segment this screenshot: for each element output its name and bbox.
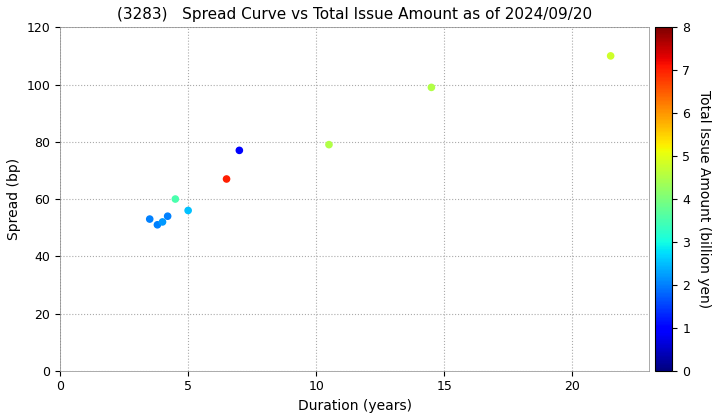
Point — [182, 207, 194, 214]
Y-axis label: Spread (bp): Spread (bp) — [7, 158, 21, 240]
Point — [426, 84, 437, 91]
X-axis label: Duration (years): Duration (years) — [297, 399, 412, 413]
Point — [144, 216, 156, 223]
Point — [233, 147, 245, 154]
Y-axis label: Total Issue Amount (billion yen): Total Issue Amount (billion yen) — [697, 90, 711, 308]
Point — [152, 221, 163, 228]
Point — [221, 176, 233, 182]
Title: (3283)   Spread Curve vs Total Issue Amount as of 2024/09/20: (3283) Spread Curve vs Total Issue Amoun… — [117, 7, 592, 22]
Point — [162, 213, 174, 220]
Point — [323, 141, 335, 148]
Point — [170, 196, 181, 202]
Point — [605, 52, 616, 59]
Point — [157, 218, 168, 225]
